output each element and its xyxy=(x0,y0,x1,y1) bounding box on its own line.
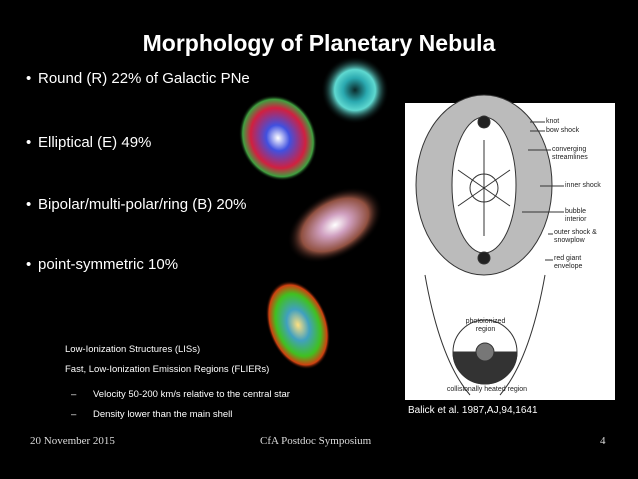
sub-item: Low-Ionization Structures (LISs) xyxy=(65,344,201,355)
bipolar-nebula xyxy=(265,280,331,370)
figure-label: collisionally heated region xyxy=(446,386,528,393)
sub-sub-item: Velocity 50-200 km/s relative to the cen… xyxy=(71,389,290,400)
diagram xyxy=(415,94,564,396)
figure-label: outer shock & snowplow xyxy=(554,229,597,244)
figure-caption: Balick et al. 1987,AJ,94,1641 xyxy=(408,405,538,416)
figure-label: converging streamlines xyxy=(552,146,588,161)
figure-label: knot xyxy=(546,118,560,125)
cats-eye-nebula xyxy=(238,95,318,181)
figure-label: photoionized region xyxy=(465,318,506,333)
ring-nebula xyxy=(321,56,389,124)
figure-label: red giant envelope xyxy=(554,255,583,270)
figure-label: bubble interior xyxy=(565,208,587,223)
figure-label: inner shock xyxy=(565,182,601,189)
bullet: Elliptical (E) 49% xyxy=(26,134,151,151)
bullet: point-symmetric 10% xyxy=(26,256,178,273)
sub-sub-item: Density lower than the main shell xyxy=(71,409,232,420)
figure-label: bow shock xyxy=(546,127,580,134)
bullet: Round (R) 22% of Galactic PNe xyxy=(26,70,250,87)
page-number: 4 xyxy=(600,435,606,447)
butterfly-nebula xyxy=(287,187,383,263)
title: Morphology of Planetary Nebula xyxy=(142,30,496,56)
bullet: Bipolar/multi-polar/ring (B) 20% xyxy=(26,196,246,213)
sub-item: Fast, Low-Ionization Emission Regions (F… xyxy=(65,364,270,375)
footer-date: 20 November 2015 xyxy=(30,435,115,447)
footer-event: CfA Postdoc Symposium xyxy=(260,435,372,447)
